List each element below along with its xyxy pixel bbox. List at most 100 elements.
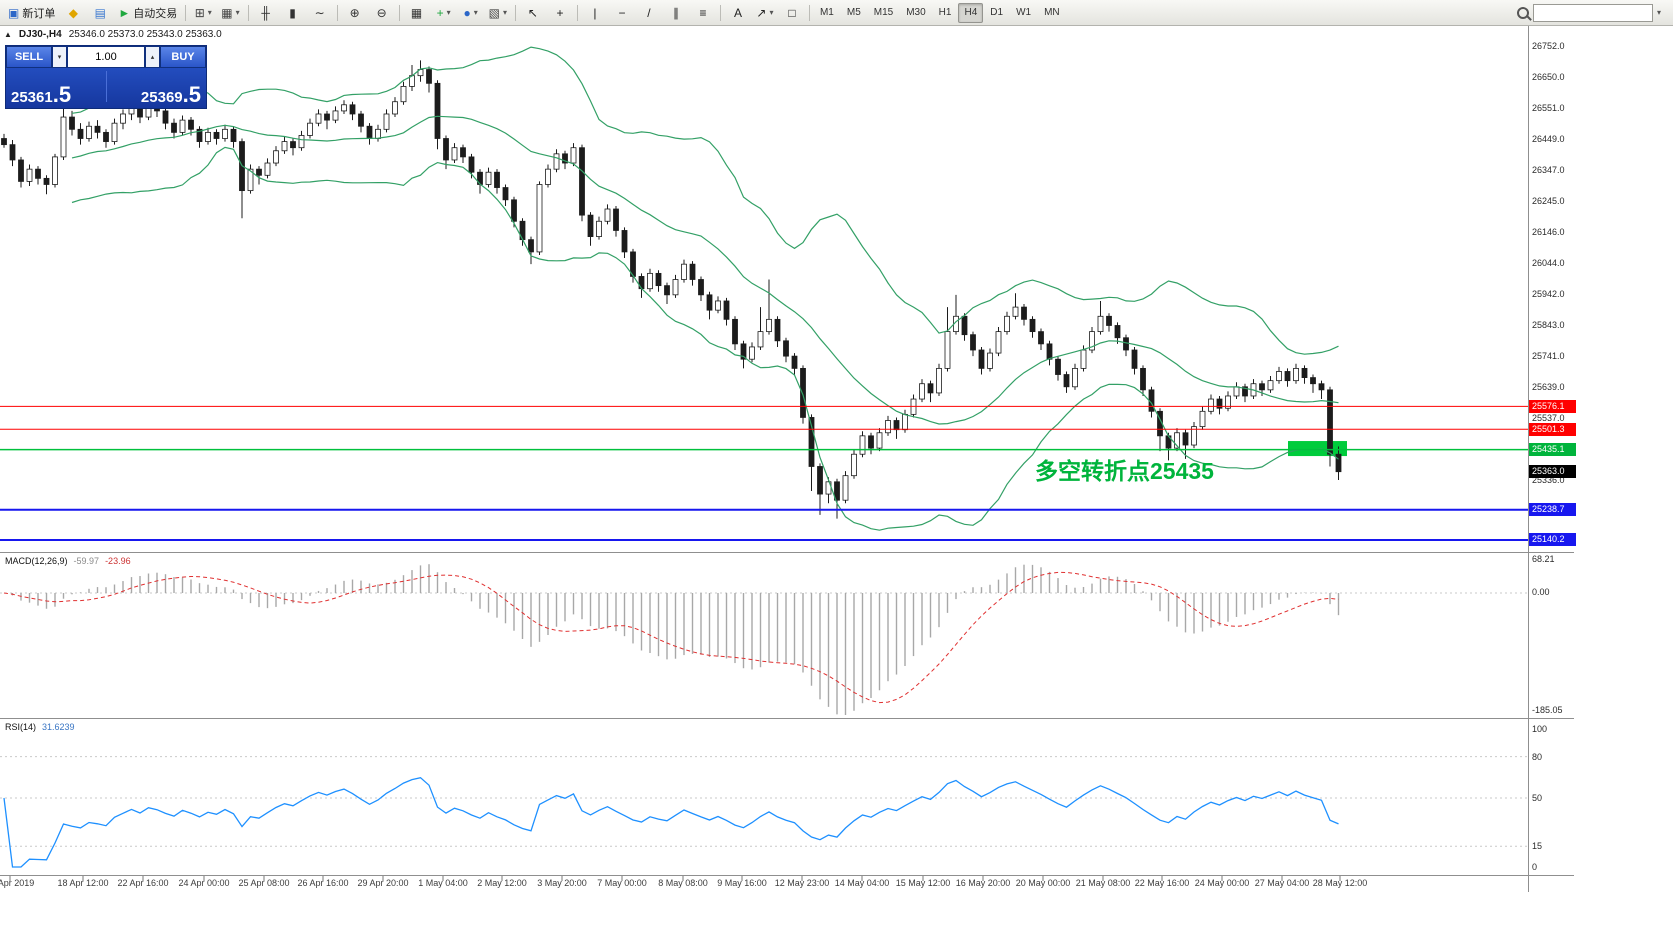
chart-windows-button[interactable]: ▦ ▾ [217,2,243,24]
timeframe-d1-button[interactable]: D1 [990,7,1004,18]
candlestick-chart-button[interactable]: ▮ [280,2,306,24]
sell-button[interactable]: SELL [6,46,52,68]
tile-windows-icon: ▦ [410,5,423,20]
toolbar-separator [185,4,187,21]
price-axis[interactable]: 26752.0 26650.0 26551.0 26449.0 26347.0 26245… [1528,26,1576,892]
timeframe-h1-button[interactable]: H1 [938,7,952,18]
volume-decrease-button[interactable]: ▾ [52,46,67,68]
toolbar-separator [808,4,810,21]
macd-scale-label: -185.05 [1532,705,1563,715]
timeframe-h4-button[interactable]: H4 [958,2,984,23]
arrows-button[interactable]: ↗ ▾ [752,2,778,24]
macd-signal-line [3,571,1339,704]
timeframe-w1-button[interactable]: W1 [1016,7,1032,18]
new-chart-button[interactable]: ⊞ ▾ [190,2,216,24]
timeframe-m1-button[interactable]: M1 [819,7,834,18]
sell-price[interactable]: 25361.5 [11,82,72,107]
new-chart-dropdown-icon[interactable]: ▾ [207,8,212,17]
timeframe-mn-button[interactable]: MN [1044,7,1060,18]
bar-chart-icon: ╫ [261,5,270,20]
panel-separator[interactable] [0,552,1574,553]
price-scale-label: 26650.0 [1532,72,1565,82]
bollinger-lower-band[interactable] [71,146,1339,531]
search-dropdown-icon[interactable]: ▾ [1656,8,1661,17]
price-scale-label: 25639.0 [1532,382,1565,392]
volume-increase-button[interactable]: ▴ [145,46,160,68]
autotrading-icon: ► [118,5,131,20]
toolbar-separator [398,4,400,21]
chart-windows-dropdown-icon[interactable]: ▾ [235,8,240,17]
toolbar-separator [336,4,338,21]
timeframe-m15-button[interactable]: M15 [873,7,894,18]
chart-wizard-button[interactable]: ◆ [60,2,86,24]
price-scale-label: 26146.0 [1532,227,1565,237]
text-icon: A [733,5,742,20]
chart-canvas[interactable] [0,26,1528,892]
macd-scale-label: 68.21 [1532,554,1555,564]
price-scale-label: 26347.0 [1532,165,1565,175]
tile-windows-button[interactable]: ▦ [404,2,430,24]
buy-price[interactable]: 25369.5 [140,82,201,107]
zoom-in-button[interactable]: ⊕ [342,2,368,24]
autotrading-button[interactable]: ► 自动交易 [114,2,181,24]
rsi-scale-label: 15 [1532,841,1543,851]
buy-button[interactable]: BUY [160,46,206,68]
templates-dropdown-icon[interactable]: ▾ [502,8,507,17]
panel-separator[interactable] [0,875,1574,876]
one-click-trading-panel: SELL ▾ ▴ BUY 25361.5 25369.5 [5,45,207,109]
price-scale-label: 25843.0 [1532,320,1565,330]
autotrading-label: 自动交易 [133,7,178,20]
bar-chart-button[interactable]: ╫ [253,2,279,24]
fibonacci-button[interactable]: ≡ [690,2,716,24]
new-order-button[interactable]: ▣ 新订单 [4,2,59,24]
timeframe-m5-button[interactable]: M5 [846,7,861,18]
bollinger-middle-band[interactable] [71,115,1339,425]
zoom-out-button[interactable]: ⊖ [369,2,395,24]
vertical-line-button[interactable]: | [582,2,608,24]
channel-button[interactable]: ∥ [663,2,689,24]
price-tag[interactable]: 25238.7 [1529,503,1576,516]
rsi-scale-label: 50 [1532,793,1543,803]
panel-separator[interactable] [0,718,1574,719]
price-tag[interactable]: 25435.1 [1529,443,1576,456]
price-tag[interactable]: 25363.0 [1529,465,1576,478]
new-order-icon: ▣ [8,5,20,20]
rsi-line [3,776,1339,868]
profiles-button[interactable]: ▤ [87,2,113,24]
arrows-dropdown-icon[interactable]: ▾ [769,8,774,17]
toolbar-separator [514,4,516,21]
price-scale-label: 26449.0 [1532,134,1565,144]
horizontal-line-icon: − [618,5,626,20]
timeframe-m30-button[interactable]: M30 [906,7,926,18]
macd-scale-label: 0.00 [1532,587,1550,597]
periods-button[interactable]: ● ▾ [458,2,484,24]
search-icon[interactable] [1516,6,1529,19]
rsi-scale-label: 80 [1532,752,1543,762]
toolbar: ▣ 新订单 ◆ ▤ ► 自动交易 ⊞ ▾ ▦ ▾ ╫ ▮ ∼ ⊕ ⊖ ▦ + ▾ ● ▾ ▧ ▾ ↖ + | − / ∥ ≡ A ↗ ▾ □ M1… [0,0,1673,26]
periods-dropdown-icon[interactable]: ▾ [473,8,478,17]
bollinger-upper-band[interactable] [71,46,1339,355]
horizontal-line-button[interactable]: − [609,2,635,24]
price-tag[interactable]: 25576.1 [1529,400,1576,413]
crosshair-button[interactable]: + [547,2,573,24]
channel-icon: ∥ [672,5,679,20]
volume-input[interactable] [67,46,145,68]
line-chart-button[interactable]: ∼ [307,2,333,24]
cursor-button[interactable]: ↖ [520,2,546,24]
trendline-icon: / [647,5,651,20]
chart-windows-icon: ▦ [221,5,233,20]
templates-button[interactable]: ▧ ▾ [485,2,511,24]
indicators-dropdown-icon[interactable]: ▾ [446,8,451,17]
shapes-button[interactable]: □ [779,2,805,24]
arrows-icon: ↗ [756,5,767,20]
crosshair-icon: + [556,5,564,20]
text-button[interactable]: A [725,2,751,24]
trendline-button[interactable]: / [636,2,662,24]
price-scale-label: 25741.0 [1532,351,1565,361]
chart-area[interactable]: ▲ DJ30-,H4 25346.0 25373.0 25343.0 25363… [0,26,1528,892]
indicators-button[interactable]: + ▾ [431,2,457,24]
search-input[interactable] [1532,3,1653,22]
price-tag[interactable]: 25140.2 [1529,533,1576,546]
rsi-scale-label: 100 [1532,724,1548,734]
price-tag[interactable]: 25501.3 [1529,423,1576,436]
